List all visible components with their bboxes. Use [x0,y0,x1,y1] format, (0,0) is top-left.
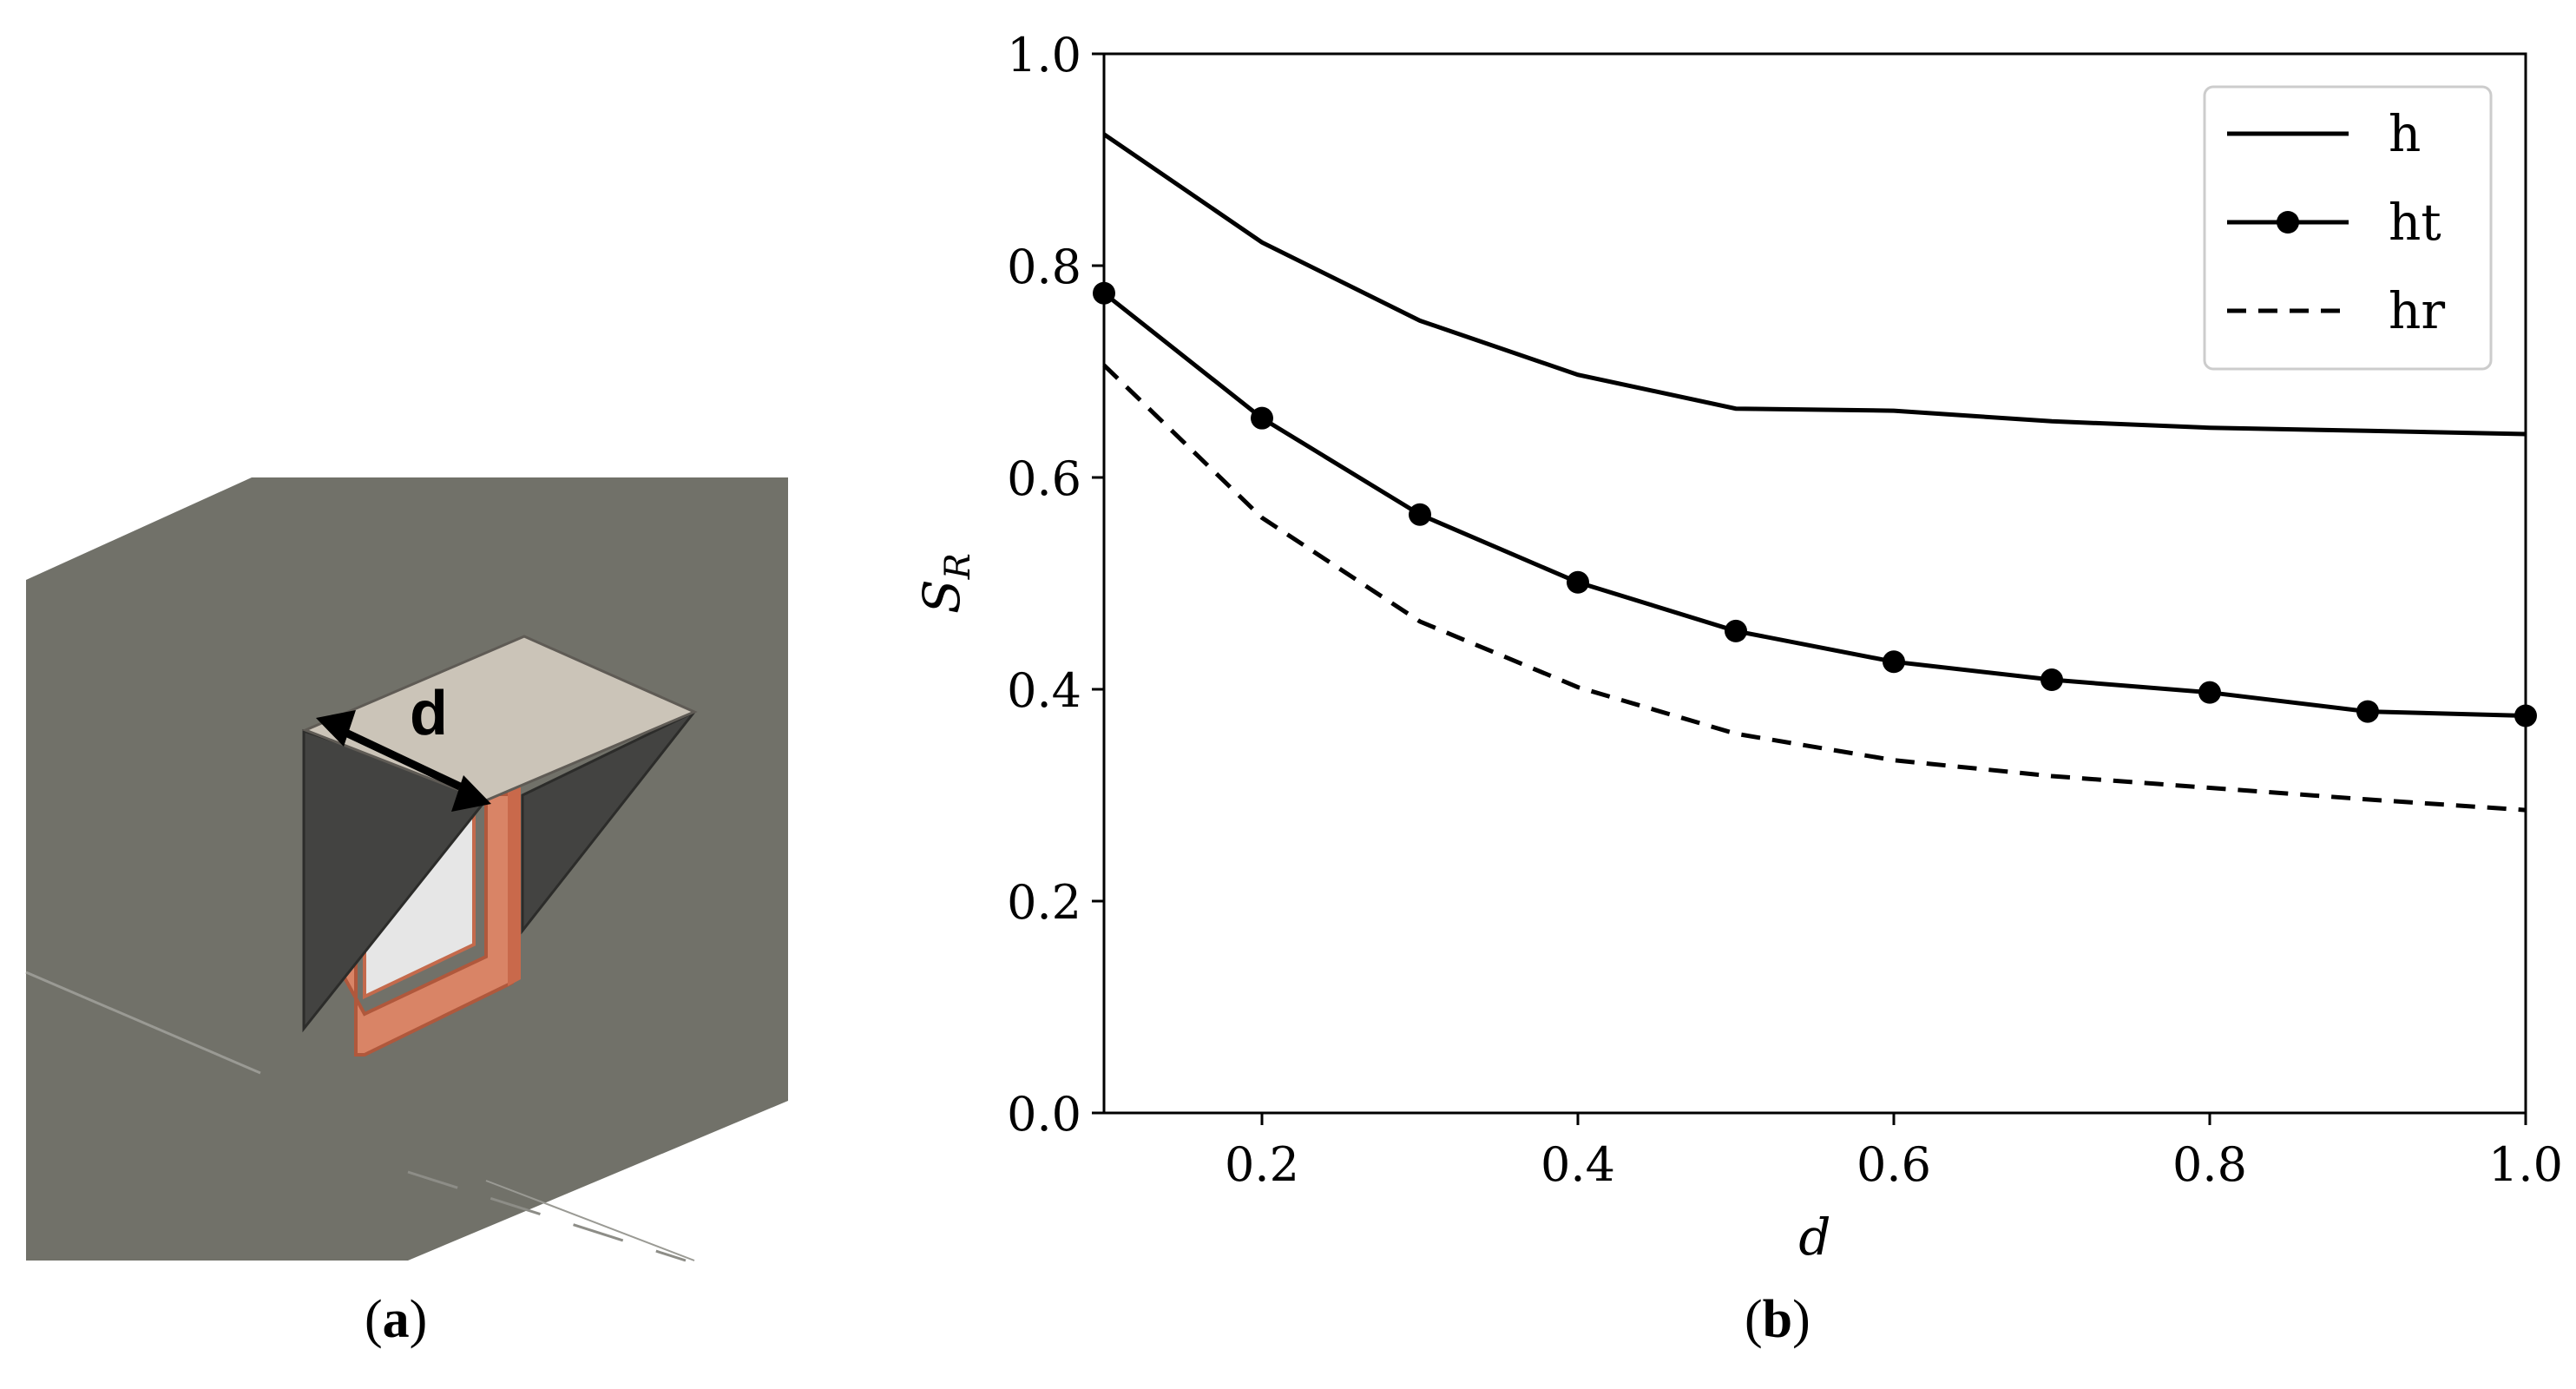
series-layer [1093,132,2537,813]
data-point-ht [2198,681,2221,704]
y-axis: 0.0 0.2 0.4 0.6 0.8 1.0 [1007,28,1104,1142]
x-axis: 0.2 0.4 0.6 0.8 1.0 [1225,1113,2563,1192]
data-point-ht [1567,570,1589,594]
y-tick-label: 0.2 [1007,875,1081,930]
caption-a: (a) [365,1290,428,1349]
x-tick-label: 0.8 [2172,1137,2247,1192]
y-tick-label: 0.0 [1007,1087,1081,1142]
y-tick-label: 0.8 [1007,240,1081,294]
series-line-hr [1102,363,2527,813]
y-tick-label: 0.6 [1007,451,1081,506]
data-point-ht [1409,503,1431,526]
x-tick-label: 0.4 [1541,1137,1615,1192]
dimension-arrowhead-right [451,775,491,812]
dimension-label: d [410,679,448,748]
y-axis-label: SR [912,553,978,614]
dimension-arrowhead-left [316,710,356,747]
x-axis-label: d [1798,1208,1830,1267]
data-point-ht [1725,619,1747,642]
right-side-fin [521,710,696,935]
guide-line [485,1180,695,1261]
legend-marker-ht [2277,211,2299,234]
guide-line [407,1170,687,1262]
x-tick-label: 0.2 [1225,1137,1299,1192]
panel-b-chart: 0.00.20.40.60.81.0 0.2 0.4 0.6 0.8 1.0 d SR … [912,28,2563,1267]
y-tick-label: 1.0 [1007,28,1081,82]
guide-line [25,971,261,1075]
data-point-ht [1093,281,1115,305]
data-point-ht [1251,406,1273,430]
y-tick-label: 0.4 [1007,663,1081,718]
series-line-ht [1102,291,2527,718]
x-tick-label: 1.0 [2488,1137,2563,1192]
plot-frame [1102,52,2527,1115]
caption-b: (b) [1745,1290,1810,1349]
data-point-ht [2040,668,2063,692]
legend-label-hr: hr [2389,281,2445,340]
panel-a-illustration: d [25,477,788,1262]
series-line-h [1102,132,2527,437]
data-point-ht [2514,704,2537,727]
data-point-ht [2356,700,2379,723]
legend-label-ht: ht [2389,193,2441,252]
dimension-arrow-line [337,725,462,791]
data-point-ht [1883,650,1905,674]
window-frame-side [508,786,521,986]
x-tick-label: 0.6 [1856,1137,1931,1192]
legend-box [2203,85,2493,371]
legend: h ht hr [2203,85,2493,371]
legend-label-h: h [2389,104,2421,163]
